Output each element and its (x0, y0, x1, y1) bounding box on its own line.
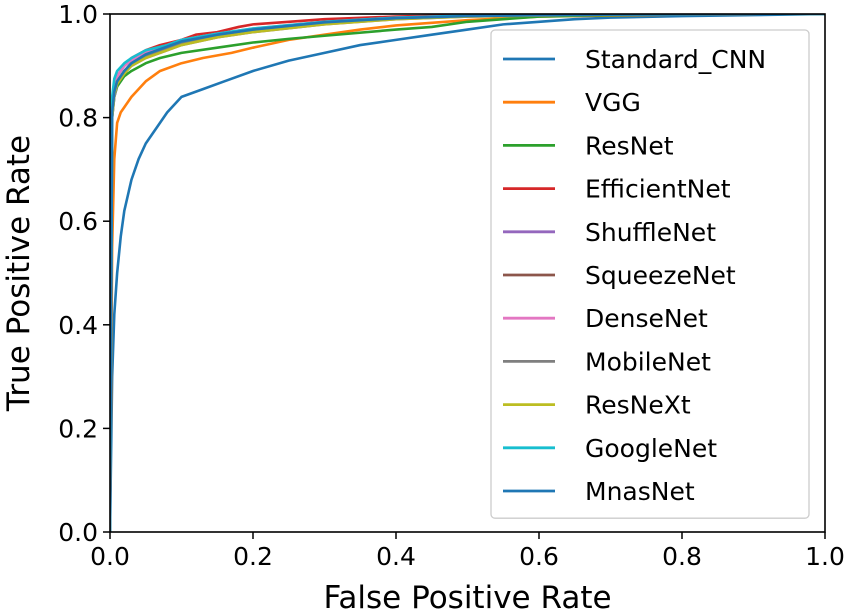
legend-label: ResNet (585, 131, 674, 160)
legend-label: ResNeXt (585, 391, 691, 420)
plot-lines (110, 14, 825, 532)
series-line-resnet (110, 14, 825, 532)
y-axis-ticks: 0.0 0.2 0.4 0.6 0.8 1.0 (58, 0, 110, 547)
series-line-mnasnet (110, 14, 825, 532)
x-tick-label: 0.4 (376, 542, 416, 571)
x-tick-label: 0.6 (519, 542, 559, 571)
x-tick-label: 0.8 (662, 542, 702, 571)
legend-label: VGG (585, 88, 641, 117)
legend-label: EfficientNet (585, 175, 731, 204)
y-axis-label: True Positive Rate (1, 135, 37, 412)
legend-label: MobileNet (585, 347, 711, 376)
y-tick-label: 0.6 (58, 207, 98, 236)
y-tick-label: 0.2 (58, 414, 98, 443)
plot-frame (109, 13, 826, 533)
x-tick-label: 0.0 (90, 542, 130, 571)
legend-label: ShuffleNet (585, 218, 716, 247)
y-tick-label: 0.4 (58, 311, 98, 340)
y-tick-label: 0.0 (58, 518, 98, 547)
y-tick-label: 1.0 (58, 0, 98, 29)
legend-label: GoogleNet (585, 434, 717, 463)
legend-label: DenseNet (585, 304, 708, 333)
series-line-vgg (110, 14, 825, 532)
x-tick-label: 1.0 (805, 542, 845, 571)
y-tick-label: 0.8 (58, 104, 98, 133)
legend: Standard_CNN VGG ResNet EfficientNet Shuffle… (490, 29, 810, 519)
legend-label: SqueezeNet (585, 261, 736, 290)
legend-frame (490, 29, 810, 519)
x-axis-label: False Positive Rate (323, 580, 611, 615)
legend-label: Standard_CNN (585, 45, 766, 74)
x-tick-label: 0.2 (233, 542, 273, 571)
x-axis-ticks: 0.0 0.2 0.4 0.6 0.8 1.0 (90, 532, 845, 571)
legend-label: MnasNet (585, 477, 695, 506)
series-line-standard-cnn (110, 14, 825, 532)
